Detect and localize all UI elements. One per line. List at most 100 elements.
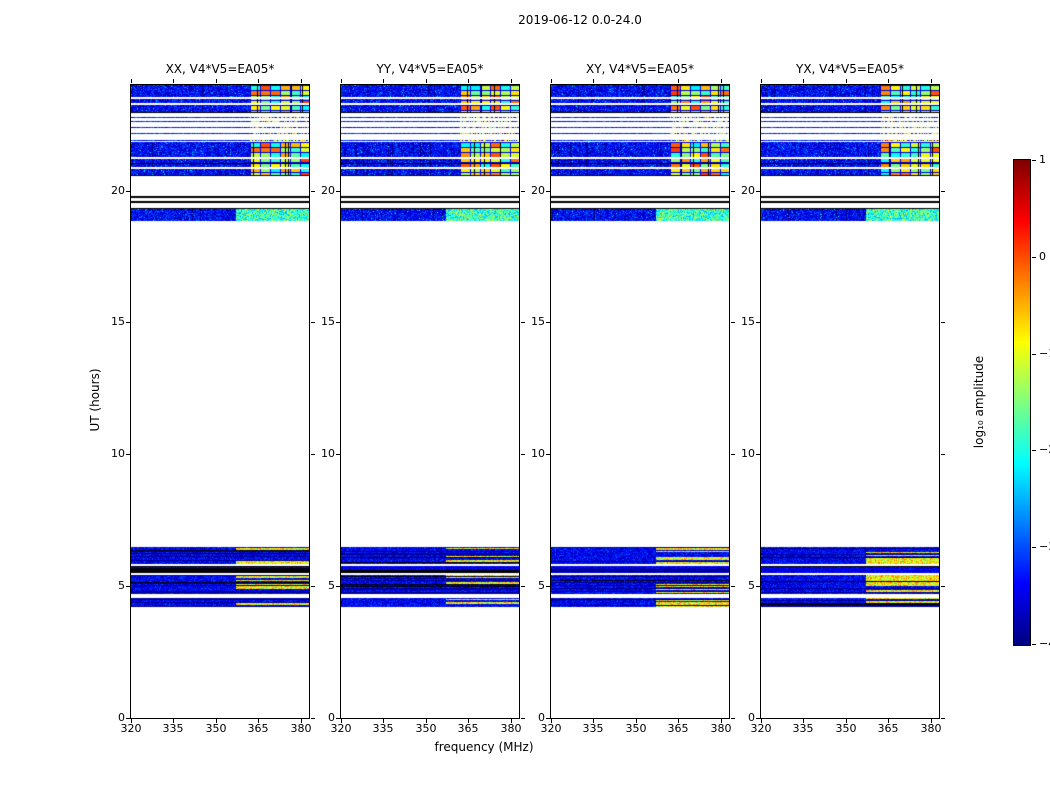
y-tick-mark-right — [311, 454, 315, 455]
y-tick-label: 20 — [321, 184, 335, 197]
x-tick-mark — [803, 719, 804, 723]
y-tick-mark-right — [521, 191, 525, 192]
x-tick-mark — [551, 719, 552, 723]
y-tick-mark-right — [731, 586, 735, 587]
x-tick-mark-top — [426, 79, 427, 83]
x-tick-mark — [173, 719, 174, 723]
panel-title-xx: XX, V4*V5=EA05* — [165, 62, 275, 76]
x-tick-mark — [258, 719, 259, 723]
x-tick-mark-top — [803, 79, 804, 83]
panel-xy-plot — [550, 84, 730, 719]
x-tick-mark — [888, 719, 889, 723]
x-axis-label: frequency (MHz) — [434, 740, 534, 754]
y-tick-mark-right — [941, 718, 945, 719]
y-tick-mark-right — [521, 718, 525, 719]
x-tick-label: 335 — [372, 722, 394, 735]
x-tick-label: 380 — [920, 722, 942, 735]
y-tick-label: 15 — [531, 315, 545, 328]
x-tick-mark-top — [636, 79, 637, 83]
y-tick-label: 20 — [111, 184, 125, 197]
y-tick-mark-right — [731, 191, 735, 192]
x-tick-label: 320 — [120, 722, 142, 735]
x-tick-mark — [511, 719, 512, 723]
y-tick-label: 0 — [118, 711, 125, 724]
y-tick-mark-right — [311, 191, 315, 192]
panel-yy-heatmap-canvas — [341, 85, 519, 718]
y-tick-mark — [546, 586, 550, 587]
x-tick-mark-top — [341, 79, 342, 83]
x-tick-label: 365 — [877, 722, 899, 735]
y-tick-label: 20 — [531, 184, 545, 197]
colorbar-label: log₁₀ amplitude — [972, 355, 986, 449]
x-tick-mark — [216, 719, 217, 723]
x-tick-mark — [721, 719, 722, 723]
y-tick-mark-right — [311, 322, 315, 323]
x-tick-mark-top — [931, 79, 932, 83]
y-tick-mark-right — [521, 322, 525, 323]
x-tick-label: 365 — [247, 722, 269, 735]
y-axis-label: UT (hours) — [88, 368, 102, 432]
panel-title-yx: YX, V4*V5=EA05* — [796, 62, 904, 76]
x-tick-label: 335 — [792, 722, 814, 735]
x-tick-label: 335 — [582, 722, 604, 735]
y-tick-mark — [336, 322, 340, 323]
x-tick-label: 320 — [750, 722, 772, 735]
y-tick-label: 0 — [748, 711, 755, 724]
x-tick-label: 350 — [625, 722, 647, 735]
x-tick-mark-top — [593, 79, 594, 83]
x-tick-mark-top — [551, 79, 552, 83]
panel-yx-plot — [760, 84, 940, 719]
colorbar-tick-label: 1 — [1039, 153, 1046, 166]
y-tick-mark — [546, 454, 550, 455]
colorbar-tick-mark — [1032, 257, 1036, 258]
y-tick-mark — [336, 718, 340, 719]
x-tick-mark — [131, 719, 132, 723]
x-tick-mark-top — [721, 79, 722, 83]
y-tick-mark — [546, 718, 550, 719]
y-tick-mark-right — [311, 718, 315, 719]
y-tick-label: 15 — [321, 315, 335, 328]
x-tick-mark-top — [173, 79, 174, 83]
y-tick-label: 10 — [741, 447, 755, 460]
y-tick-label: 0 — [538, 711, 545, 724]
x-tick-mark — [341, 719, 342, 723]
colorbar-tick-mark — [1032, 160, 1036, 161]
colorbar — [1013, 159, 1031, 646]
x-tick-mark-top — [131, 79, 132, 83]
y-tick-mark — [126, 322, 130, 323]
panel-xx-plot — [130, 84, 310, 719]
y-tick-label: 5 — [328, 579, 335, 592]
figure-title: 2019-06-12 0.0-24.0 — [518, 13, 642, 27]
x-tick-label: 350 — [835, 722, 857, 735]
y-tick-label: 5 — [538, 579, 545, 592]
x-tick-label: 380 — [710, 722, 732, 735]
y-tick-mark — [546, 191, 550, 192]
y-tick-mark-right — [941, 586, 945, 587]
x-tick-mark — [678, 719, 679, 723]
x-tick-mark-top — [678, 79, 679, 83]
y-tick-mark — [756, 454, 760, 455]
y-tick-mark — [756, 718, 760, 719]
x-tick-mark-top — [761, 79, 762, 83]
colorbar-tick-label: −3 — [1039, 540, 1050, 553]
y-tick-mark — [126, 718, 130, 719]
y-tick-label: 10 — [111, 447, 125, 460]
y-tick-label: 15 — [741, 315, 755, 328]
x-tick-label: 380 — [290, 722, 312, 735]
y-tick-label: 10 — [531, 447, 545, 460]
colorbar-tick-label: −4 — [1039, 637, 1050, 650]
x-tick-mark — [931, 719, 932, 723]
y-tick-mark-right — [941, 454, 945, 455]
colorbar-tick-label: −1 — [1039, 347, 1050, 360]
y-tick-mark — [126, 191, 130, 192]
x-tick-mark-top — [216, 79, 217, 83]
x-tick-mark-top — [888, 79, 889, 83]
y-tick-label: 15 — [111, 315, 125, 328]
x-tick-label: 350 — [415, 722, 437, 735]
panel-yx-heatmap-canvas — [761, 85, 939, 718]
x-tick-mark — [383, 719, 384, 723]
colorbar-tick-mark — [1032, 354, 1036, 355]
y-tick-mark — [756, 322, 760, 323]
x-tick-label: 365 — [457, 722, 479, 735]
